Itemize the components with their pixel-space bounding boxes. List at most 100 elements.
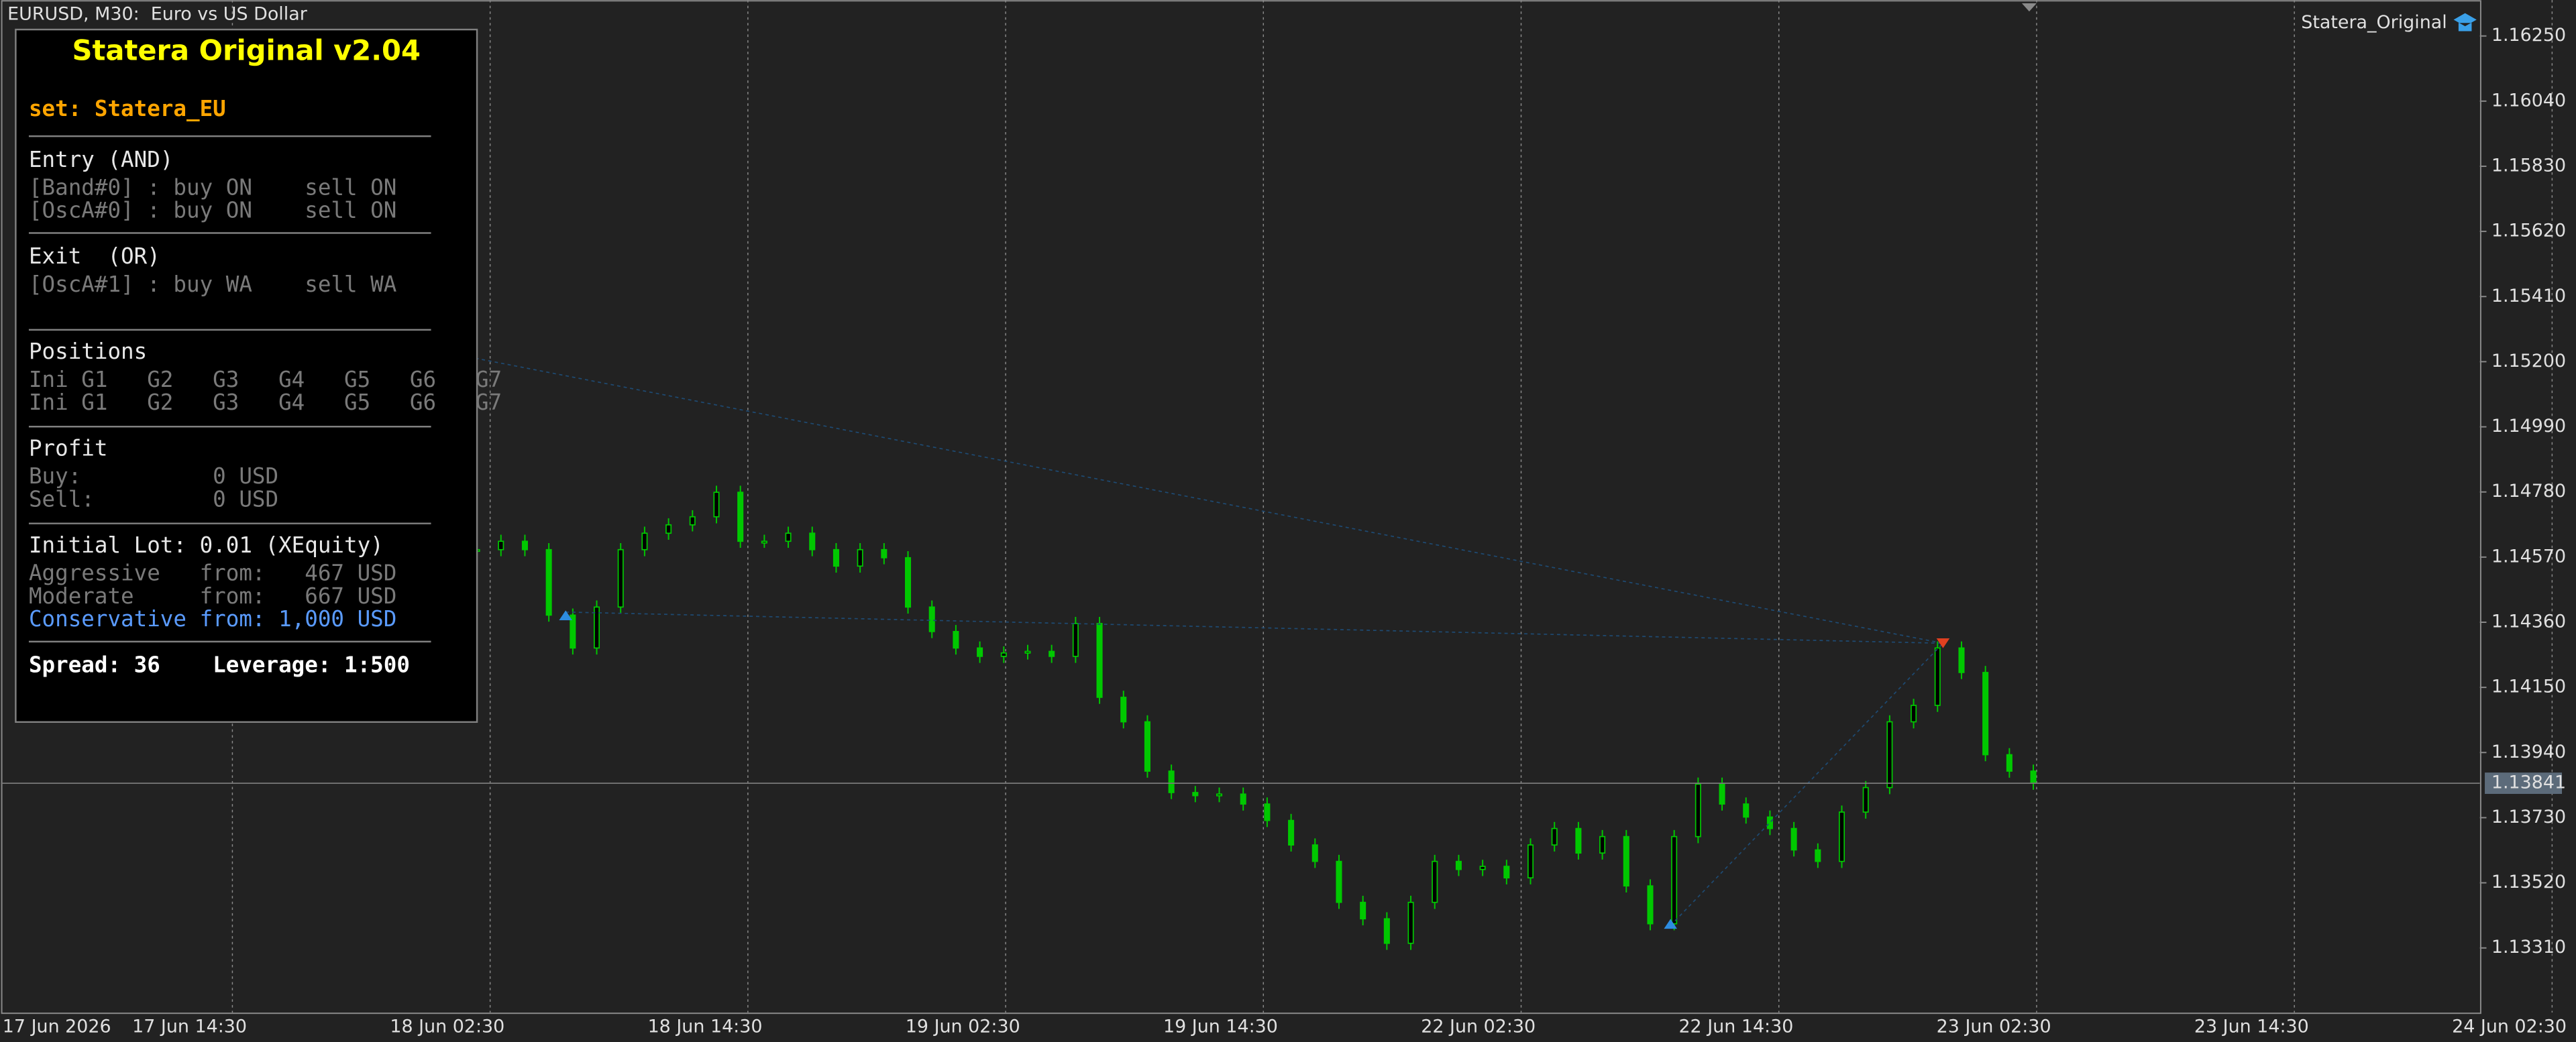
x-tick-label: 24 Jun 02:30 (2452, 1016, 2567, 1037)
x-tick-label: 17 Jun 2026 (3, 1016, 111, 1037)
candle (785, 532, 792, 542)
candle (1168, 770, 1175, 793)
candle (1790, 827, 1797, 851)
candle (1766, 816, 1773, 829)
indicator-name[interactable]: Statera_Original (2301, 12, 2447, 33)
candle (1216, 793, 1223, 797)
candle (904, 557, 912, 608)
candle (1647, 885, 1654, 925)
y-tick-label: 1.15620 (2491, 221, 2566, 241)
x-tick-label: 18 Jun 02:30 (390, 1016, 504, 1037)
y-tick-label: 1.13310 (2491, 937, 2566, 958)
candle (833, 548, 839, 567)
y-tick-label: 1.15830 (2491, 155, 2566, 176)
panel-line: [OscA#0] : buy ON sell ON (29, 198, 396, 223)
candle (953, 631, 959, 649)
set-name: set: Statera_EU (29, 96, 226, 121)
candle (1551, 827, 1558, 846)
candle (1958, 647, 1965, 673)
panel-line: Profit (29, 436, 108, 461)
panel-line: Moderate from: 667 USD (29, 583, 396, 609)
candle (737, 491, 744, 542)
x-tick-label: 23 Jun 14:30 (2194, 1016, 2309, 1037)
buy-arrow (1664, 919, 1677, 929)
panel-line: Conservative from: 1,000 USD (29, 606, 396, 632)
candle (881, 548, 888, 559)
candle (1360, 901, 1366, 920)
y-tick-label: 1.14990 (2491, 416, 2566, 437)
candle (1192, 792, 1199, 797)
candle (1982, 672, 1989, 756)
candle (1336, 860, 1342, 903)
panel-line: [Band#0] : buy ON sell ON (29, 174, 396, 200)
panel-line: Positions (29, 339, 147, 364)
candle (2030, 770, 2037, 784)
candle (1240, 793, 1246, 805)
current-price-label: 1.13841 (2491, 772, 2566, 793)
chart-frame (1, 0, 2481, 1015)
sell-arrow (1936, 638, 1950, 648)
candle (1743, 803, 1750, 818)
candle (641, 532, 648, 551)
x-tick-label: 22 Jun 14:30 (1678, 1016, 1793, 1037)
candle (928, 606, 935, 632)
indicator-icon[interactable] (2453, 13, 2477, 32)
candle (1072, 622, 1079, 657)
candle (1455, 860, 1462, 870)
panel-line: Aggressive from: 467 USD (29, 561, 396, 586)
candle (593, 606, 600, 649)
x-tick-label: 17 Jun 14:30 (132, 1016, 247, 1037)
candle (1911, 705, 1917, 723)
candle (1288, 819, 1295, 846)
y-tick-label: 1.13520 (2491, 872, 2566, 892)
candle (1623, 835, 1629, 887)
panel-line: Sell: 0 USD (29, 486, 278, 512)
candles (474, 485, 2037, 950)
candle (1815, 849, 1821, 862)
candle (617, 548, 624, 608)
y-tick-label: 1.13940 (2491, 742, 2566, 762)
candle (1838, 811, 1845, 862)
candle (857, 548, 863, 567)
panel-line: Ini G1 G2 G3 G4 G5 G6 G7 (29, 390, 502, 415)
candle (2006, 754, 2012, 772)
candle (498, 540, 504, 551)
candle (1575, 827, 1582, 854)
y-tick-label: 1.15410 (2491, 286, 2566, 306)
panel-line: Buy: 0 USD (29, 463, 278, 489)
candle (761, 540, 767, 544)
candle (1671, 835, 1678, 925)
info-panel: Statera Original v2.04 set: Statera_EU E… (15, 28, 502, 723)
panel-line: Exit (OR) (29, 243, 160, 269)
candle (1049, 650, 1055, 657)
candle (1407, 901, 1414, 944)
x-tick-label: 19 Jun 14:30 (1163, 1016, 1278, 1037)
panel-line: Initial Lot: 0.01 (XEquity) (29, 532, 384, 558)
candle (1886, 721, 1893, 789)
candle (1383, 918, 1390, 944)
trade-line (211, 306, 1943, 644)
candle (570, 614, 576, 649)
symbol-caption: EURUSD, M30: Euro vs US Dollar (7, 4, 308, 25)
panel-line: Spread: 36 Leverage: 1:500 (29, 652, 410, 678)
candle (1695, 783, 1701, 837)
candle (1096, 622, 1103, 698)
current-price-box (2485, 772, 2563, 794)
panel-line: [OscA#1] : buy WA sell WA (29, 272, 396, 297)
candle (1144, 721, 1150, 772)
y-tick-label: 1.14360 (2491, 611, 2566, 632)
panel-line: Entry (AND) (29, 147, 173, 172)
x-tick-label: 22 Jun 02:30 (1421, 1016, 1536, 1037)
candle (1000, 652, 1007, 657)
candle (1311, 844, 1318, 862)
grid (231, 0, 2553, 1012)
y-tick-label: 1.16040 (2491, 90, 2566, 111)
candle (713, 491, 720, 518)
candle (1432, 860, 1438, 903)
y-tick-label: 1.13730 (2491, 807, 2566, 827)
candle (1024, 650, 1031, 654)
buy-arrow (559, 610, 573, 621)
candle (689, 516, 696, 526)
candle (1479, 866, 1486, 870)
candle (665, 524, 672, 534)
